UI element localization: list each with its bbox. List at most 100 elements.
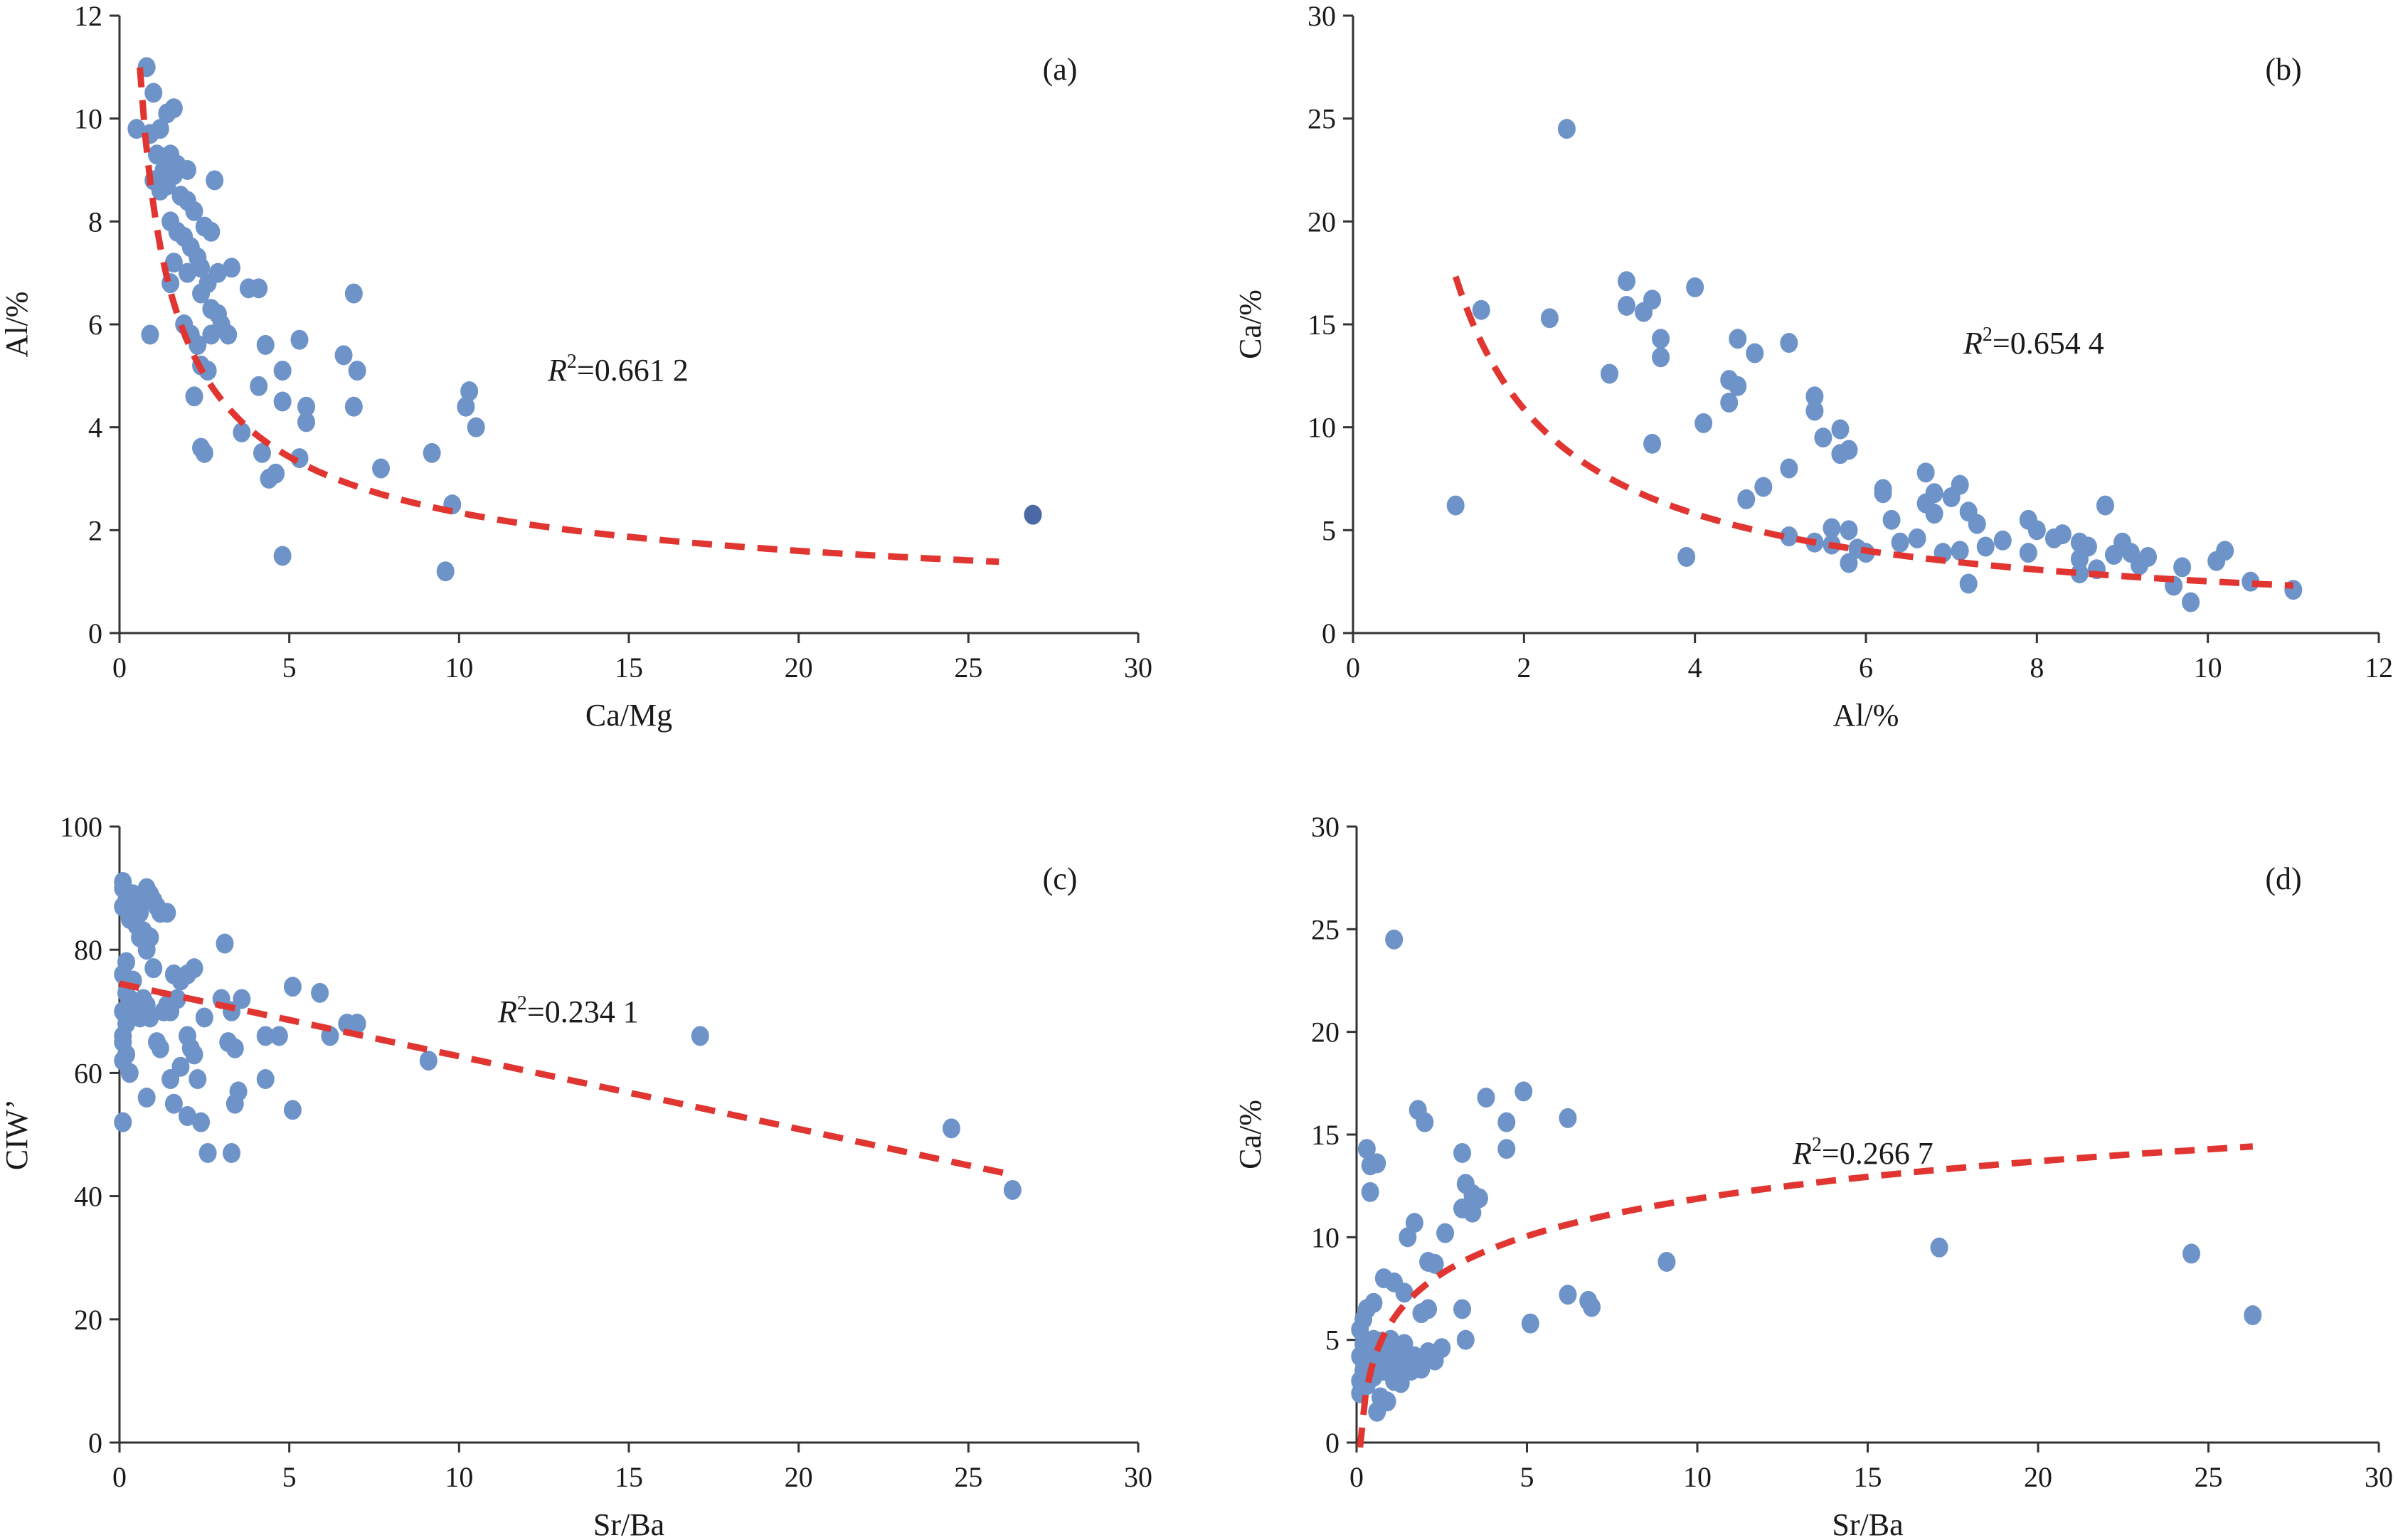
data-point xyxy=(223,257,241,278)
data-point xyxy=(691,1026,709,1046)
x-tick-label: 20 xyxy=(785,652,813,684)
data-point xyxy=(2027,520,2046,541)
data-point xyxy=(1583,1297,1601,1317)
x-tick-label: 25 xyxy=(2195,1461,2223,1493)
x-tick-label: 10 xyxy=(1683,1461,1712,1493)
data-point xyxy=(1426,1253,1444,1274)
data-point xyxy=(1925,504,1943,524)
data-point xyxy=(1559,1285,1577,1305)
data-point xyxy=(1840,520,1858,541)
y-tick-label: 6 xyxy=(88,309,102,341)
x-tick-label: 4 xyxy=(1688,652,1702,684)
data-point xyxy=(1515,1081,1533,1102)
data-point xyxy=(1874,483,1892,504)
data-point xyxy=(267,463,285,484)
data-point xyxy=(1652,347,1670,368)
data-point xyxy=(1805,386,1824,407)
data-point xyxy=(297,412,316,432)
trend-line xyxy=(137,67,999,565)
data-point xyxy=(137,940,156,960)
panel-b-chart: 0 2 4 6 8 10 12051015202530Al/%Ca/%(b)R2=0.654… xyxy=(1233,0,2393,733)
data-point xyxy=(1891,532,1909,553)
data-point xyxy=(2182,1243,2201,1264)
data-point xyxy=(1361,1181,1379,1202)
y-tick-label: 5 xyxy=(1322,514,1336,546)
data-point xyxy=(256,1069,275,1090)
data-point xyxy=(1976,536,1995,557)
data-point xyxy=(158,903,176,923)
x-axis-title: Ca/Mg xyxy=(585,698,672,733)
data-point xyxy=(1433,1338,1451,1359)
data-point xyxy=(1521,1313,1539,1334)
data-point xyxy=(1737,489,1756,509)
data-point xyxy=(141,324,159,345)
y-axis-title: CIW’ xyxy=(0,1099,34,1170)
data-point xyxy=(1456,1329,1475,1350)
data-point xyxy=(1814,428,1832,448)
data-point xyxy=(192,283,211,304)
data-point xyxy=(206,170,224,191)
data-point xyxy=(1831,419,1850,440)
data-point xyxy=(1405,1213,1423,1233)
data-point xyxy=(1497,1139,1516,1159)
data-point xyxy=(348,1014,366,1034)
data-point xyxy=(223,1142,241,1163)
y-tick-label: 20 xyxy=(74,1304,102,1336)
y-tick-label: 30 xyxy=(1311,811,1340,843)
y-tick-label: 8 xyxy=(88,206,102,238)
data-point xyxy=(185,201,203,221)
r-squared-symbol: R xyxy=(497,994,517,1029)
trend-line xyxy=(119,980,1014,1178)
data-point xyxy=(144,958,163,979)
x-tick-label: 5 xyxy=(282,1461,297,1493)
data-point xyxy=(185,958,203,979)
data-point xyxy=(1472,299,1490,320)
data-point xyxy=(141,1007,159,1028)
data-point xyxy=(148,144,166,165)
r-squared-symbol: R xyxy=(547,353,567,388)
data-point xyxy=(164,165,183,186)
r-squared-value: =0.654 4 xyxy=(1993,326,2104,361)
data-point xyxy=(185,1044,203,1065)
data-point xyxy=(250,278,268,299)
r-squared-symbol: R xyxy=(1963,326,1983,361)
data-point xyxy=(256,334,275,355)
trend-line xyxy=(1357,1143,2254,1448)
y-tick-label: 20 xyxy=(1311,1016,1340,1048)
data-point xyxy=(1364,1292,1383,1313)
data-point xyxy=(250,376,268,396)
y-tick-label: 15 xyxy=(1311,1119,1340,1151)
y-tick-label: 0 xyxy=(1325,1427,1340,1459)
outlier-point xyxy=(1024,504,1042,525)
x-tick-label: 6 xyxy=(1859,652,1873,684)
data-point xyxy=(283,977,302,997)
data-point xyxy=(423,442,441,463)
data-point xyxy=(467,417,485,437)
data-point xyxy=(1657,1251,1676,1272)
data-point xyxy=(1477,1088,1495,1108)
data-point xyxy=(1652,329,1670,349)
data-point xyxy=(226,1038,244,1058)
data-point xyxy=(195,1007,213,1028)
panel-label: (d) xyxy=(2265,861,2301,896)
x-tick-label: 0 xyxy=(112,1461,127,1493)
data-point xyxy=(164,1093,183,1114)
data-point xyxy=(311,982,329,1003)
x-tick-label: 0 xyxy=(1346,652,1360,684)
data-point xyxy=(1993,530,2012,551)
r-squared-value: =0.234 1 xyxy=(527,994,639,1029)
data-point xyxy=(137,1088,156,1108)
data-point xyxy=(192,1112,211,1132)
data-point xyxy=(202,221,221,242)
data-point xyxy=(942,1118,960,1139)
data-point xyxy=(256,1026,275,1046)
panel-label: (a) xyxy=(1043,52,1078,87)
panel-c-chart: 0 5 10 15 20 25 30 0 20 40 60 80 100 Sr/Ba CIW’ (c) R2=0… xyxy=(0,811,1152,1540)
data-point xyxy=(1805,400,1824,421)
data-point xyxy=(1618,271,1636,292)
x-axis-title: Al/% xyxy=(1833,698,1899,733)
data-point xyxy=(1436,1223,1455,1243)
data-point xyxy=(1882,509,1901,530)
data-point xyxy=(202,324,221,345)
x-tick-label: 15 xyxy=(615,652,643,684)
